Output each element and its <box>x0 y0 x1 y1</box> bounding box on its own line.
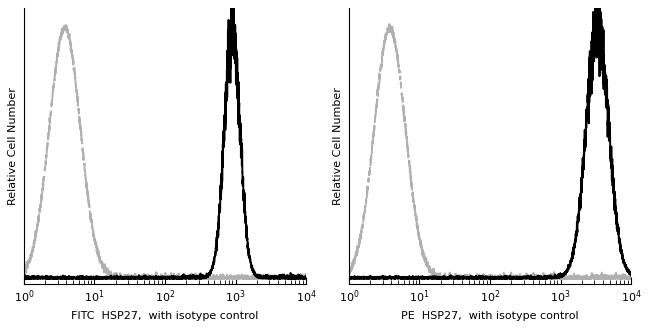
X-axis label: FITC  HSP27,  with isotype control: FITC HSP27, with isotype control <box>72 311 259 321</box>
Y-axis label: Relative Cell Number: Relative Cell Number <box>8 87 18 205</box>
Y-axis label: Relative Cell Number: Relative Cell Number <box>333 87 343 205</box>
X-axis label: PE  HSP27,  with isotype control: PE HSP27, with isotype control <box>401 311 579 321</box>
